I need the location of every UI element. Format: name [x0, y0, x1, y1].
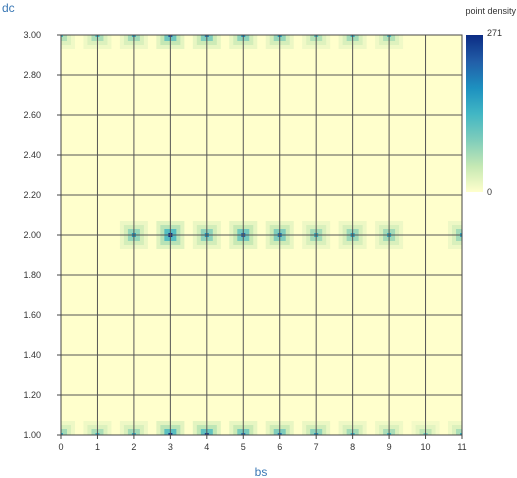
density-cluster	[448, 421, 462, 435]
heatmap-cell	[61, 429, 67, 435]
y-tick-label: 1.00	[23, 430, 41, 440]
y-tick-label: 1.20	[23, 390, 41, 400]
x-tick-label: 9	[387, 442, 392, 452]
x-tick-label: 3	[168, 442, 173, 452]
density-cluster	[61, 421, 75, 435]
colorbar-max-label: 271	[487, 28, 502, 38]
grid-lines	[60, 34, 463, 436]
x-axis-label: bs	[255, 465, 268, 478]
y-tick-label: 2.40	[23, 150, 41, 160]
heatmap-cell	[61, 35, 63, 37]
heatmap-cell	[61, 433, 63, 435]
y-tick-label: 2.00	[23, 230, 41, 240]
x-tick-label: 6	[277, 442, 282, 452]
heatmap-cell	[460, 433, 462, 435]
y-axis-ticks: 1.00 1.20 1.40 1.60 1.80 2.00 2.20 2.40 2.60 2.80…	[23, 30, 61, 440]
colorbar-min-label: 0	[487, 187, 492, 197]
y-tick-label: 2.20	[23, 190, 41, 200]
x-tick-label: 1	[95, 442, 100, 452]
colorbar	[466, 35, 483, 192]
y-tick-label: 1.80	[23, 270, 41, 280]
x-tick-label: 4	[204, 442, 209, 452]
x-tick-label: 7	[314, 442, 319, 452]
y-tick-label: 2.80	[23, 70, 41, 80]
x-tick-label: 5	[241, 442, 246, 452]
x-tick-label: 8	[350, 442, 355, 452]
x-axis-ticks: 0 1 2 3 4 5 6 7 8 9 10 11	[58, 435, 467, 452]
x-tick-label: 2	[131, 442, 136, 452]
y-tick-label: 3.00	[23, 30, 41, 40]
y-tick-label: 2.60	[23, 110, 41, 120]
y-tick-label: 1.40	[23, 350, 41, 360]
y-tick-label: 1.60	[23, 310, 41, 320]
heatmap-cell	[61, 35, 67, 41]
density-cluster	[61, 35, 75, 49]
colorbar-title: point density	[465, 6, 516, 16]
x-tick-label: 0	[58, 442, 63, 452]
x-tick-label: 11	[457, 442, 466, 452]
y-axis-label: dc	[2, 1, 15, 15]
heatmap-cell	[456, 429, 462, 435]
x-tick-label: 10	[421, 442, 431, 452]
